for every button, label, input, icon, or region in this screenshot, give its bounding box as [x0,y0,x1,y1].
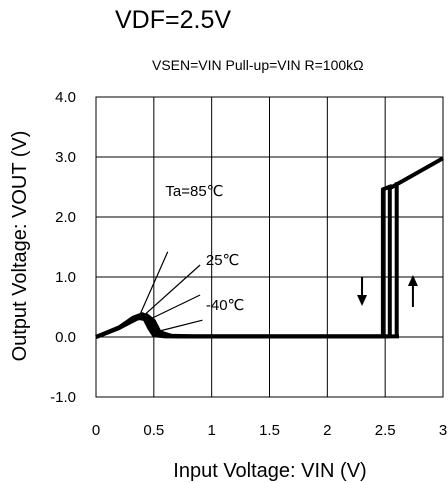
x-tick-label: 2.5 [375,422,396,439]
y-tick-labels: 4.0 3.0 2.0 1.0 0.0 -1.0 [50,89,76,406]
x-tick-labels: 0 0.5 1 1.5 2 2.5 3 [92,422,447,439]
plot-frame [95,96,444,398]
annotation-1: 25℃ [206,252,240,269]
arrow-up-icon [407,275,418,307]
annotations: Ta=85℃ 25℃ -40℃ [165,183,244,314]
chart-subtitle: VSEN=VIN Pull-up=VIN R=100kΩ [152,57,364,73]
x-tick-label: 2 [323,422,331,439]
x-tick-label: 1.5 [259,422,280,439]
chart-title: VDF=2.5V [115,6,231,34]
x-tick-label: 0.5 [143,422,164,439]
annotation-2: -40℃ [206,297,245,314]
arrow-down-icon [357,277,368,306]
annotation-0: Ta=85℃ [165,183,223,200]
x-axis-label: Input Voltage: VIN (V) [173,460,366,482]
x-tick-label: 3 [439,422,447,439]
y-tick-label: -1.0 [50,389,76,406]
series-group [95,156,444,339]
x-tick-label: 0 [92,422,100,439]
leader-lines [138,251,203,332]
leader-line-0 [138,251,169,318]
x-tick-label: 1 [207,422,215,439]
leader-line-3 [159,319,203,332]
y-tick-label: 1.0 [55,269,76,286]
series-line-0 [95,315,390,339]
series-line-4 [380,183,393,337]
leader-line-1 [144,264,201,316]
leader-line-2 [150,294,201,320]
direction-arrows [357,275,418,307]
y-tick-label: 2.0 [55,209,76,226]
y-axis-label: Output Voltage: VOUT (V) [9,131,31,362]
y-tick-label: 3.0 [55,149,76,166]
series-line-2 [95,313,399,339]
y-tick-label: 4.0 [55,89,76,106]
y-tick-label: 0.0 [55,329,76,346]
